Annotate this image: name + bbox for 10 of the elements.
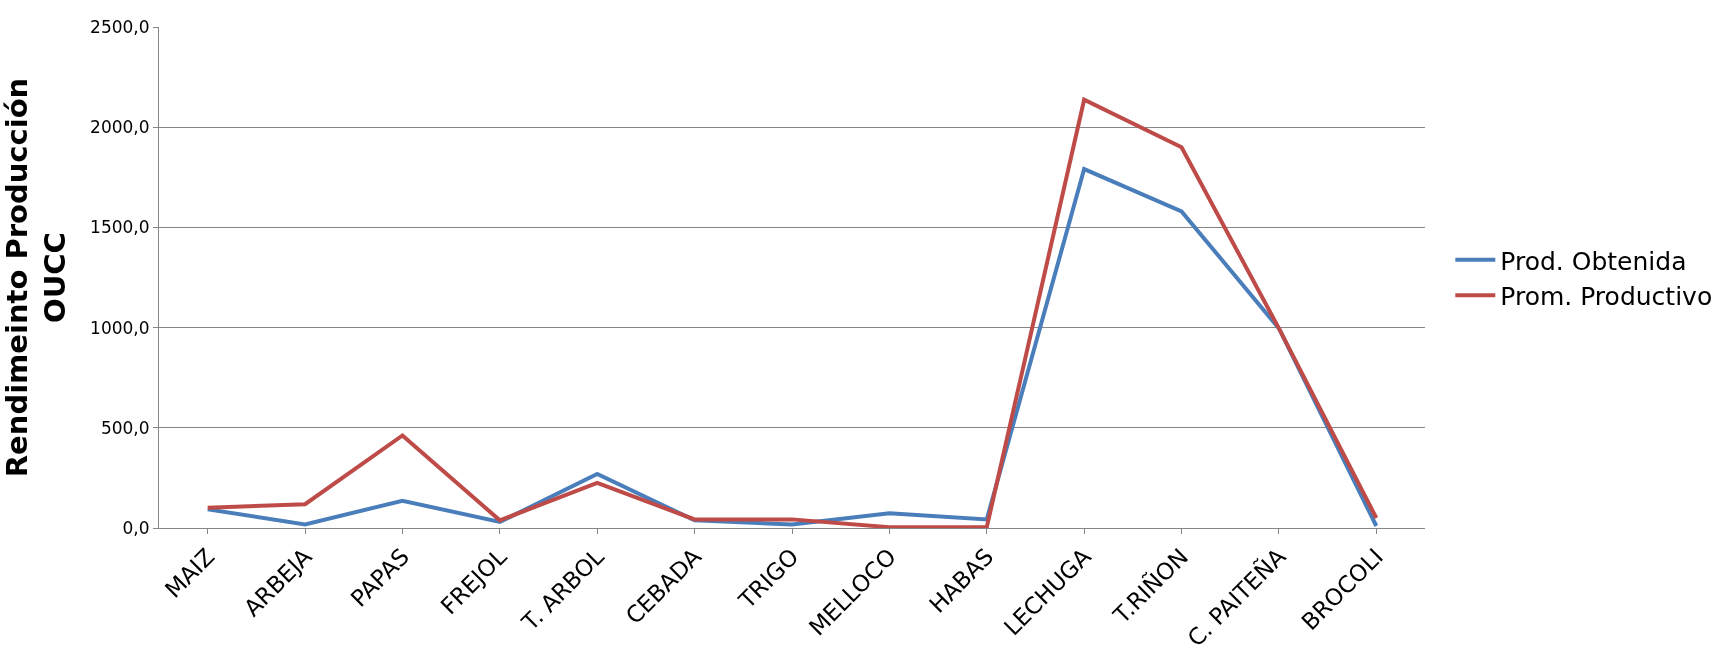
line-series — [205, 97, 1379, 528]
y-axis-title: Rendimeinto Producción OUCC — [0, 77, 72, 478]
y-tick-label: 0,0 — [122, 517, 150, 538]
y-tick-label: 2000,0 — [90, 117, 150, 138]
y-tick-label: 500,0 — [100, 417, 150, 438]
y-tick-label: 1000,0 — [90, 317, 150, 338]
legend-label: Prod. Obtenida — [1500, 246, 1687, 276]
legend-label: Prom. Productivo — [1500, 282, 1713, 311]
y-tick-label: 2500,0 — [90, 16, 150, 37]
y-tick-label: 1500,0 — [90, 217, 150, 238]
